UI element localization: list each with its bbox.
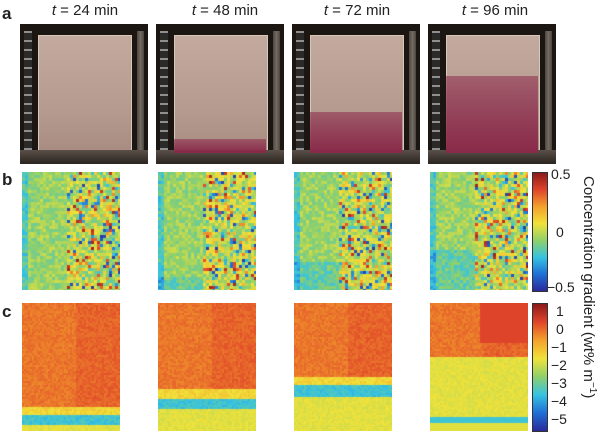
dye-band-t48 xyxy=(173,138,267,153)
colorbar-b xyxy=(532,172,548,292)
colorbar-c-tick-5: −4 xyxy=(551,393,567,409)
colorbar-c xyxy=(532,303,548,432)
gel-t24 xyxy=(37,35,133,155)
colorbar-c-tick-6: −5 xyxy=(551,411,567,427)
gradient-map-c-t72 xyxy=(294,303,392,431)
time-label-72: t = 72 min xyxy=(323,2,391,19)
colorbar-b-tick-1: 0 xyxy=(556,224,564,240)
colorbar-axis-title: Concentration gradient (wt% m−1) xyxy=(580,176,598,399)
photo-t24 xyxy=(20,24,148,164)
gradient-map-b-t24 xyxy=(22,172,120,290)
gradient-map-b-t96 xyxy=(430,172,528,290)
colorbar-b-tick-2: −0.5 xyxy=(547,279,575,295)
photo-t72 xyxy=(292,24,420,164)
time-label-48: t = 48 min xyxy=(191,2,259,19)
dye-band-t96 xyxy=(445,76,539,153)
colorbar-c-tick-1: 0 xyxy=(556,321,564,337)
gradient-map-b-t72 xyxy=(294,172,392,290)
colorbar-c-tick-3: −2 xyxy=(551,357,567,373)
time-label-24: t = 24 min xyxy=(51,2,119,19)
panel-letter-b: b xyxy=(2,170,13,189)
colorbar-c-tick-2: −1 xyxy=(551,339,567,355)
gradient-map-b-t48 xyxy=(158,172,256,290)
gradient-map-c-t96 xyxy=(430,303,528,431)
panel-letter-c: c xyxy=(2,302,12,321)
panel-letter-a: a xyxy=(2,4,12,23)
time-label-96: t = 96 min xyxy=(461,2,529,19)
photo-t96 xyxy=(428,24,556,164)
colorbar-c-tick-0: 1 xyxy=(556,303,564,319)
gradient-map-c-t24 xyxy=(22,303,120,431)
colorbar-c-tick-4: −3 xyxy=(551,375,567,391)
dye-band-t72 xyxy=(309,111,403,153)
gradient-map-c-t48 xyxy=(158,303,256,431)
photo-t48 xyxy=(156,24,284,164)
colorbar-b-tick-0: 0.5 xyxy=(551,166,571,182)
